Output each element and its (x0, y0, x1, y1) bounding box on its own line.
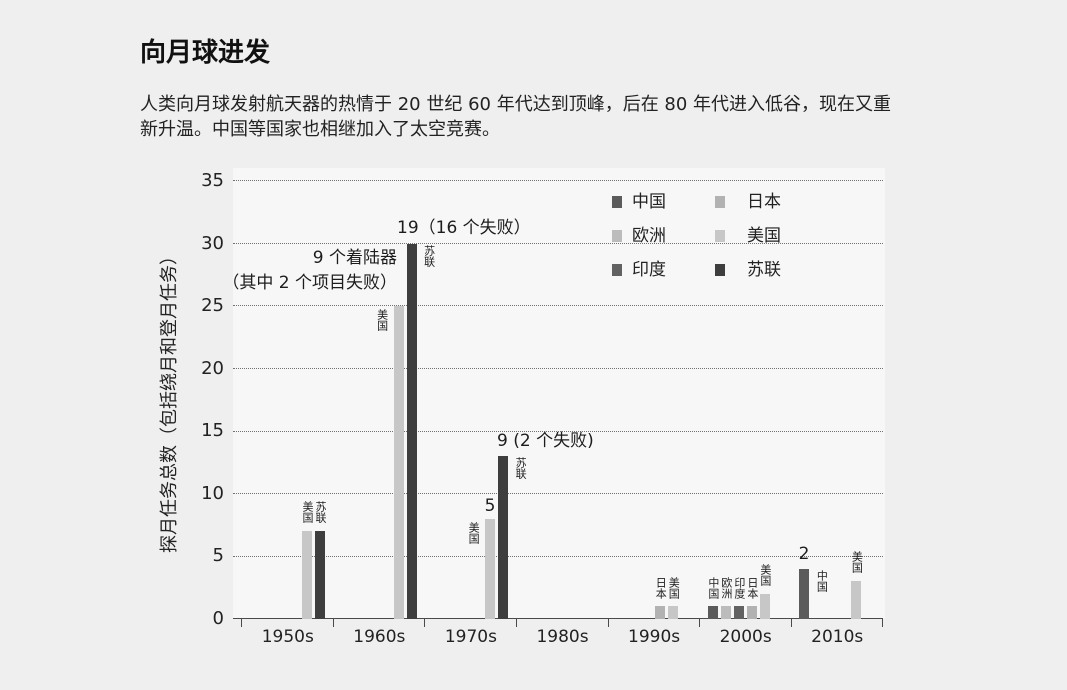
bar-1970s-ussr (498, 456, 509, 619)
bar-2000s-china (707, 606, 718, 619)
bar-1990s-japan (655, 606, 666, 619)
bar-label-2000s-japan: 日本 (745, 576, 759, 599)
legend-label-japan: 日本 (747, 192, 781, 212)
gridline-y-35 (233, 180, 883, 182)
bar-2000s-india (733, 606, 744, 619)
x-tick-mark-1 (332, 619, 334, 627)
bar-label-1950s-usa: 美国 (301, 501, 314, 524)
legend-swatch-ussr (715, 264, 725, 276)
x-tick-mark-7 (882, 619, 884, 627)
gridline-y-20 (233, 367, 883, 369)
y-tick-label-0: 0 (212, 608, 224, 629)
annotation-2: 5 (484, 496, 496, 516)
x-tick-mark-6 (790, 619, 792, 627)
x-tick-label-2000s: 2000s (719, 627, 772, 647)
gridline-y-5 (233, 555, 883, 557)
legend-label-europe: 欧洲 (632, 226, 666, 246)
x-tick-label-1980s: 1980s (536, 627, 589, 647)
chart-subtitle-line-2: 新升温。中国等国家也相继加入了太空竞赛。 (140, 119, 500, 140)
gridline-y-15 (233, 430, 883, 432)
bar-label-1990s-japan: 日本 (654, 576, 668, 599)
legend-swatch-japan (715, 196, 725, 208)
gridline-y-25 (233, 305, 883, 307)
annotation-1-line-2: （其中 2 个项目失败） (222, 273, 397, 293)
y-tick-label-25: 25 (201, 295, 224, 317)
bar-label-1970s-usa: 美国 (467, 521, 481, 544)
bar-1960s-usa (393, 306, 404, 619)
bar-1990s-usa (668, 606, 679, 619)
bar-2000s-europe (720, 606, 731, 619)
y-tick-label-15: 15 (201, 420, 224, 442)
x-tick-mark-3 (515, 619, 517, 627)
bar-label-2000s-europe: 欧洲 (719, 576, 733, 599)
x-axis-line (233, 618, 883, 620)
annotation-3: 9 (2 个失败) (497, 431, 594, 451)
chart-subtitle-line-1: 人类向月球发射航天器的热情于 20 世纪 60 年代达到顶峰，后在 80 年代进… (140, 94, 892, 115)
bar-2010s-china (799, 568, 810, 619)
x-tick-label-2010s: 2010s (811, 627, 864, 647)
chart-title: 向月球进发 (140, 38, 271, 68)
bar-label-1970s-ussr: 苏联 (514, 457, 528, 480)
bar-label-2010s-china: 中国 (815, 569, 829, 592)
bar-label-2000s-china: 中国 (706, 576, 720, 599)
x-tick-label-1960s: 1960s (353, 627, 406, 647)
bar-label-1960s-usa: 美国 (375, 309, 389, 332)
bar-1960s-ussr (406, 243, 417, 619)
bar-2000s-japan (746, 606, 757, 619)
annotation-1-line-1: 9 个着陆器 (312, 248, 397, 268)
y-tick-label-30: 30 (201, 232, 224, 254)
annotation-0: 19（16 个失败） (397, 218, 531, 238)
annotation-4: 2 (798, 544, 810, 564)
legend-label-india: 印度 (632, 260, 666, 280)
chart-subtitle: 人类向月球发射航天器的热情于 20 世纪 60 年代达到顶峰，后在 80 年代进… (140, 92, 891, 142)
x-tick-mark-2 (424, 619, 426, 627)
legend-label-china: 中国 (632, 192, 666, 212)
bar-1950s-ussr (315, 531, 325, 619)
bar-label-1960s-ussr: 苏联 (422, 244, 436, 267)
x-tick-label-1990s: 1990s (628, 627, 681, 647)
y-tick-label-20: 20 (201, 357, 224, 379)
bar-1950s-usa (302, 531, 312, 619)
x-tick-mark-5 (699, 619, 701, 627)
gridline-y-10 (233, 493, 883, 495)
x-tick-mark-0 (241, 619, 243, 627)
bar-label-1990s-usa: 美国 (667, 576, 681, 599)
bar-2000s-usa (759, 593, 770, 619)
gridline-y-30 (233, 242, 883, 244)
legend-label-ussr: 苏联 (747, 260, 781, 280)
x-tick-label-1970s: 1970s (444, 627, 497, 647)
annotation-1: 9 个着陆器 （其中 2 个项目失败） (222, 246, 397, 296)
bar-1970s-usa (485, 518, 496, 619)
legend-label-usa: 美国 (747, 226, 781, 246)
legend-swatch-usa (715, 230, 725, 242)
bar-2010s-usa (851, 581, 862, 619)
legend-swatch-india (612, 264, 622, 276)
y-tick-label-5: 5 (212, 545, 224, 567)
x-tick-mark-4 (607, 619, 609, 627)
x-tick-label-1950s: 1950s (261, 627, 314, 647)
y-tick-label-35: 35 (201, 170, 224, 191)
legend-swatch-china (612, 196, 622, 208)
y-tick-label-10: 10 (201, 482, 224, 504)
bar-label-2000s-india: 印度 (732, 576, 746, 599)
legend-swatch-europe (612, 230, 622, 242)
bar-label-1950s-ussr: 苏联 (314, 501, 327, 524)
bar-label-2010s-usa: 美国 (850, 551, 864, 574)
bar-label-2000s-usa: 美国 (758, 563, 772, 586)
